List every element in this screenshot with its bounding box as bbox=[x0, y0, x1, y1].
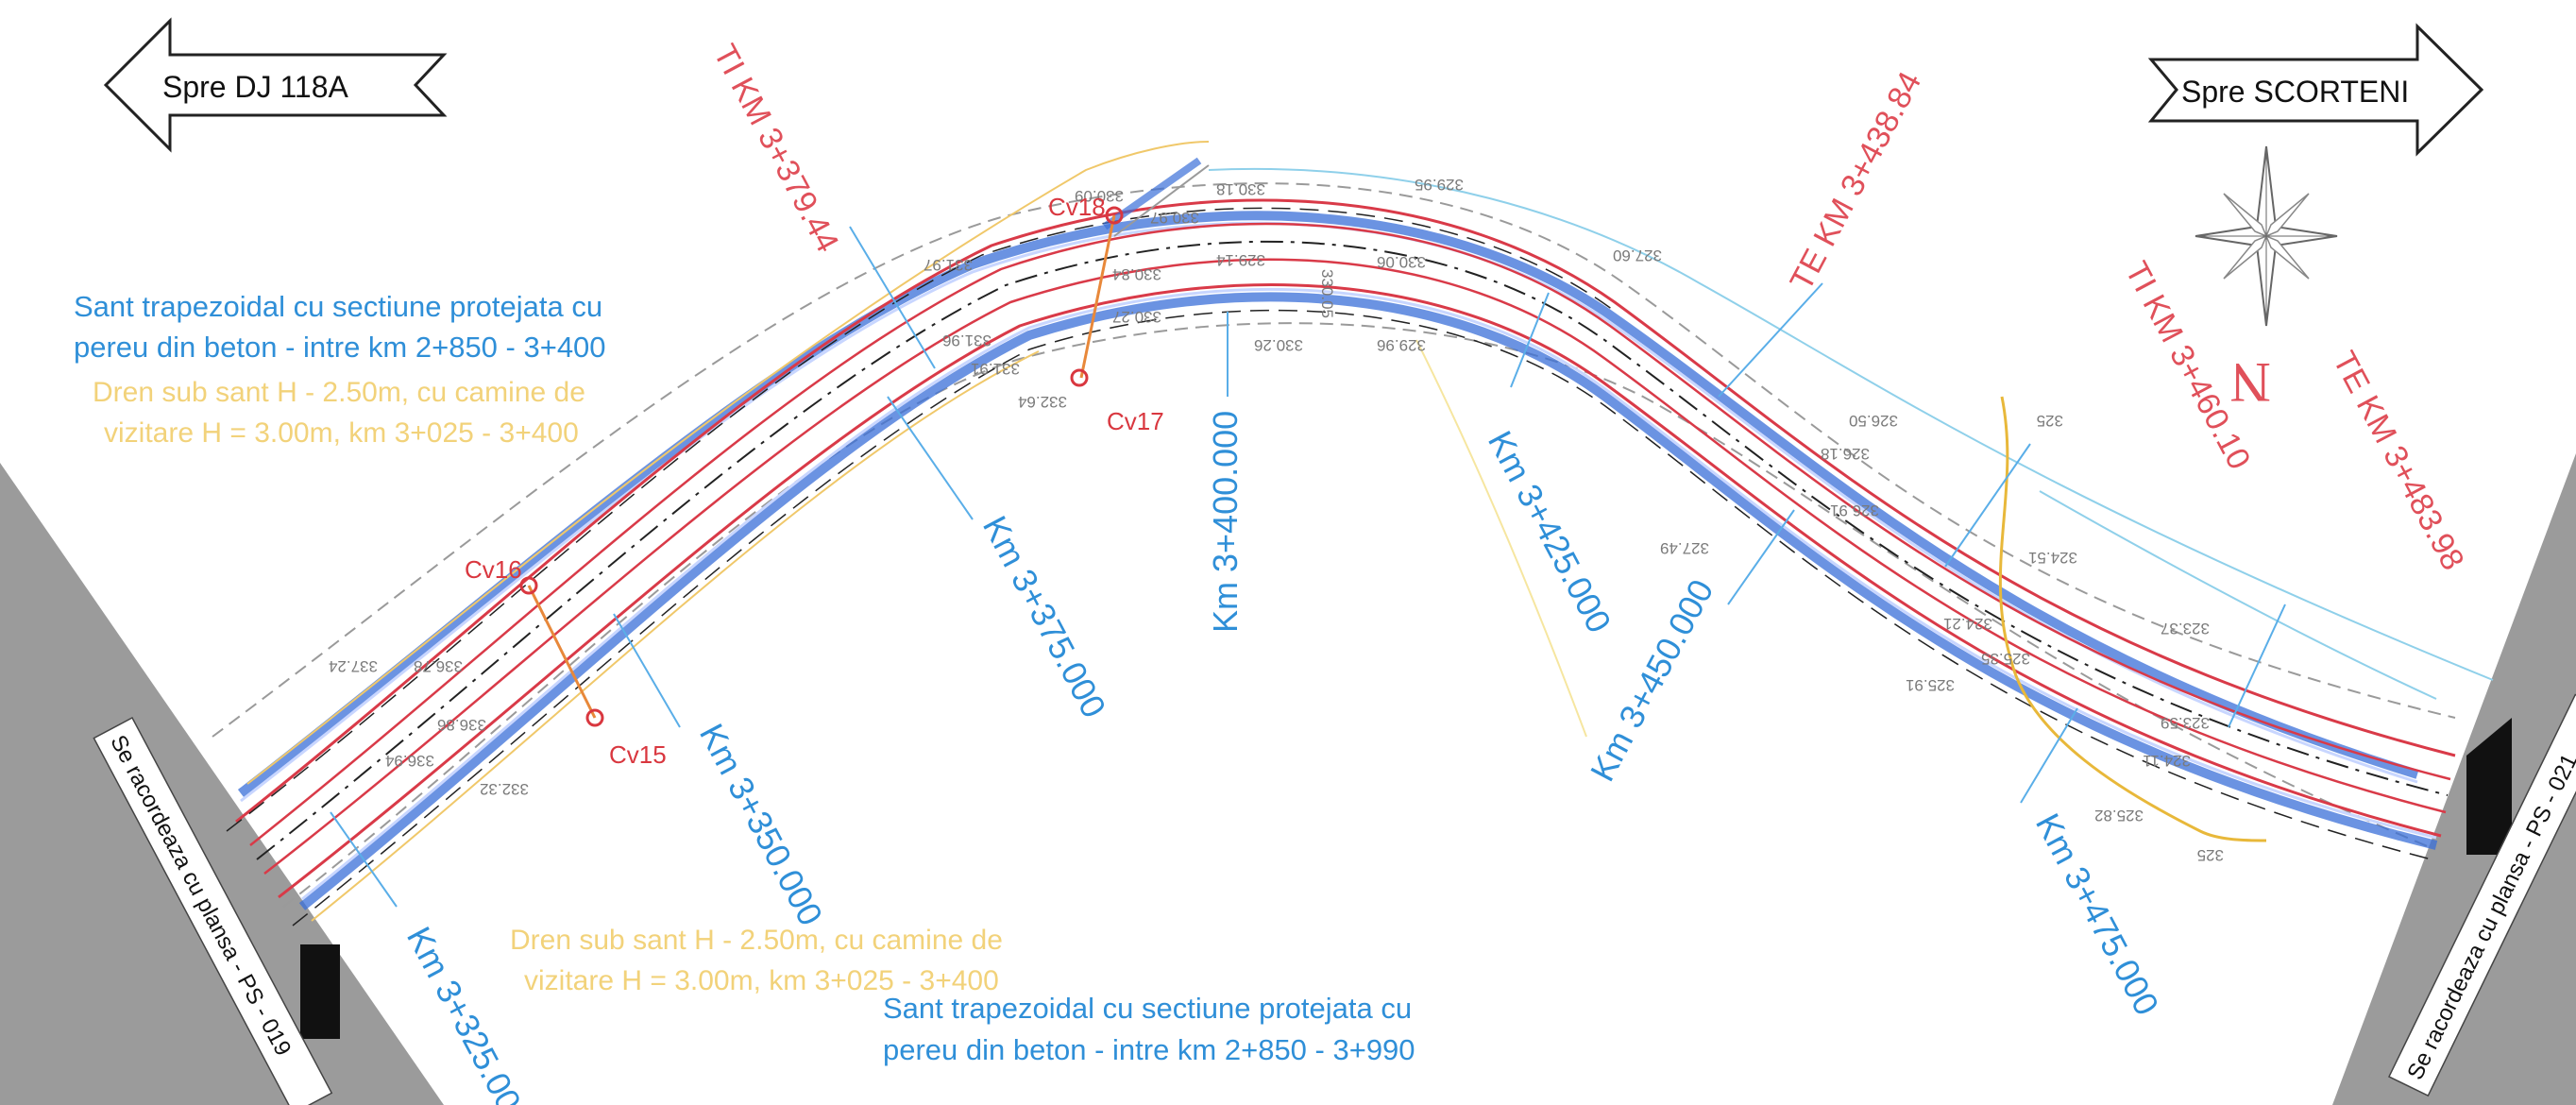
arrow-right-label: Spre SCORTENI bbox=[2181, 75, 2409, 109]
chainage-km-3-375: Km 3+375.000 bbox=[975, 510, 1114, 724]
elevation-label: 330.27 bbox=[1112, 308, 1161, 326]
chainage-km-3-475: Km 3+475.000 bbox=[2028, 808, 2167, 1022]
elevation-label: 336.86 bbox=[437, 716, 486, 734]
elevation-label: 329.95 bbox=[1415, 176, 1464, 194]
elevation-label: 330.18 bbox=[1216, 180, 1265, 198]
elevation-label: 336.78 bbox=[414, 657, 463, 675]
culvert-label-cv18: Cv18 bbox=[1048, 193, 1106, 221]
note-dren-top-line2: vizitare H = 3.00m, km 3+025 - 3+400 bbox=[104, 417, 579, 449]
elevation-label: 330.84 bbox=[1112, 265, 1161, 283]
elevation-label: 332.64 bbox=[1018, 393, 1067, 411]
direction-arrow-right: Spre SCORTENI bbox=[2147, 23, 2484, 157]
elevation-label: 332.32 bbox=[480, 780, 529, 798]
elevation-label: 323.59 bbox=[2161, 714, 2210, 732]
elevation-label: 330.26 bbox=[1254, 336, 1303, 354]
elevation-label: 329.96 bbox=[1377, 336, 1426, 354]
curve-point-te-1: TE KM 3+438.84 bbox=[1784, 66, 1929, 297]
culvert-cv16-marker bbox=[519, 576, 538, 595]
chainage-km-3-350: Km 3+350.000 bbox=[692, 718, 831, 932]
elevation-label: 329.14 bbox=[1216, 251, 1265, 269]
north-letter: N bbox=[2230, 351, 2271, 414]
elevation-label: 325 bbox=[2037, 412, 2063, 430]
elevation-label: 330.05 bbox=[1318, 269, 1336, 318]
culvert-cv18-marker bbox=[1105, 206, 1124, 225]
elevation-label: 331.96 bbox=[942, 332, 991, 349]
elevation-label: 324.51 bbox=[2028, 549, 2077, 567]
culvert-cv15-marker bbox=[585, 708, 604, 727]
elevation-label: 337.24 bbox=[329, 657, 378, 675]
elevation-label: 330.06 bbox=[1377, 253, 1426, 271]
note-sant-top-line2: pereu din beton - intre km 2+850 - 3+400 bbox=[74, 331, 606, 364]
terrain-dark-patch-left bbox=[300, 944, 340, 1039]
culvert-label-cv17: Cv17 bbox=[1107, 407, 1164, 435]
culvert-cv17-marker bbox=[1070, 368, 1089, 387]
elevation-label: 325.35 bbox=[1981, 650, 2030, 668]
elevation-label: 327.60 bbox=[1613, 246, 1662, 264]
arrow-left-label: Spre DJ 118A bbox=[162, 70, 349, 104]
elevation-label: 324.11 bbox=[2143, 752, 2191, 770]
note-dren-bottom-line2: vizitare H = 3.00m, km 3+025 - 3+400 bbox=[524, 965, 999, 996]
direction-arrow-left: Spre DJ 118A bbox=[103, 17, 448, 153]
chainage-km-3-425: Km 3+425.000 bbox=[1481, 425, 1619, 639]
culvert-label-cv15: Cv15 bbox=[609, 740, 667, 769]
elevation-label: 325 bbox=[2197, 846, 2224, 864]
note-dren-bottom-line1: Dren sub sant H - 2.50m, cu camine de bbox=[510, 925, 1003, 956]
elevation-label: 323.37 bbox=[2161, 620, 2210, 638]
elevation-label: 331.91 bbox=[971, 360, 1020, 378]
curve-point-te-2: TE KM 3+483.98 bbox=[2326, 346, 2471, 576]
note-dren-top-line1: Dren sub sant H - 2.50m, cu camine de bbox=[93, 377, 585, 408]
terrain-bank-right bbox=[2332, 453, 2576, 1105]
note-sant-bottom-line1: Sant trapezoidal cu sectiune protejata c… bbox=[883, 992, 1412, 1025]
note-sant-bottom-line2: pereu din beton - intre km 2+850 - 3+990 bbox=[883, 1033, 1415, 1066]
elevation-label: 330.97 bbox=[1150, 209, 1199, 227]
elevation-label: 336.94 bbox=[385, 752, 434, 770]
curve-point-ti-1: TI KM 3+379.44 bbox=[706, 39, 846, 258]
elevation-label: 331.97 bbox=[924, 256, 973, 274]
elevation-label: 324.21 bbox=[1943, 615, 1992, 633]
elevation-label: 330.09 bbox=[1075, 187, 1124, 205]
elevation-label: 325.82 bbox=[2094, 807, 2144, 824]
note-sant-top-line1: Sant trapezoidal cu sectiune protejata c… bbox=[74, 290, 602, 323]
chainage-km-3-400: Km 3+400.000 bbox=[1206, 411, 1245, 633]
elevation-label: 325.91 bbox=[1906, 676, 1955, 694]
chainage-leaders bbox=[330, 226, 2286, 908]
elevation-label: 327.49 bbox=[1660, 539, 1709, 557]
road-corridor bbox=[212, 141, 2494, 926]
elevation-label: 326.18 bbox=[1821, 445, 1870, 463]
terrain-dark-patch-right bbox=[2466, 718, 2512, 855]
elevation-label: 326.50 bbox=[1849, 412, 1898, 430]
culvert-label-cv16: Cv16 bbox=[465, 555, 522, 584]
elevation-label: 326.91 bbox=[1830, 502, 1879, 519]
compass-rose-icon bbox=[2195, 145, 2338, 327]
